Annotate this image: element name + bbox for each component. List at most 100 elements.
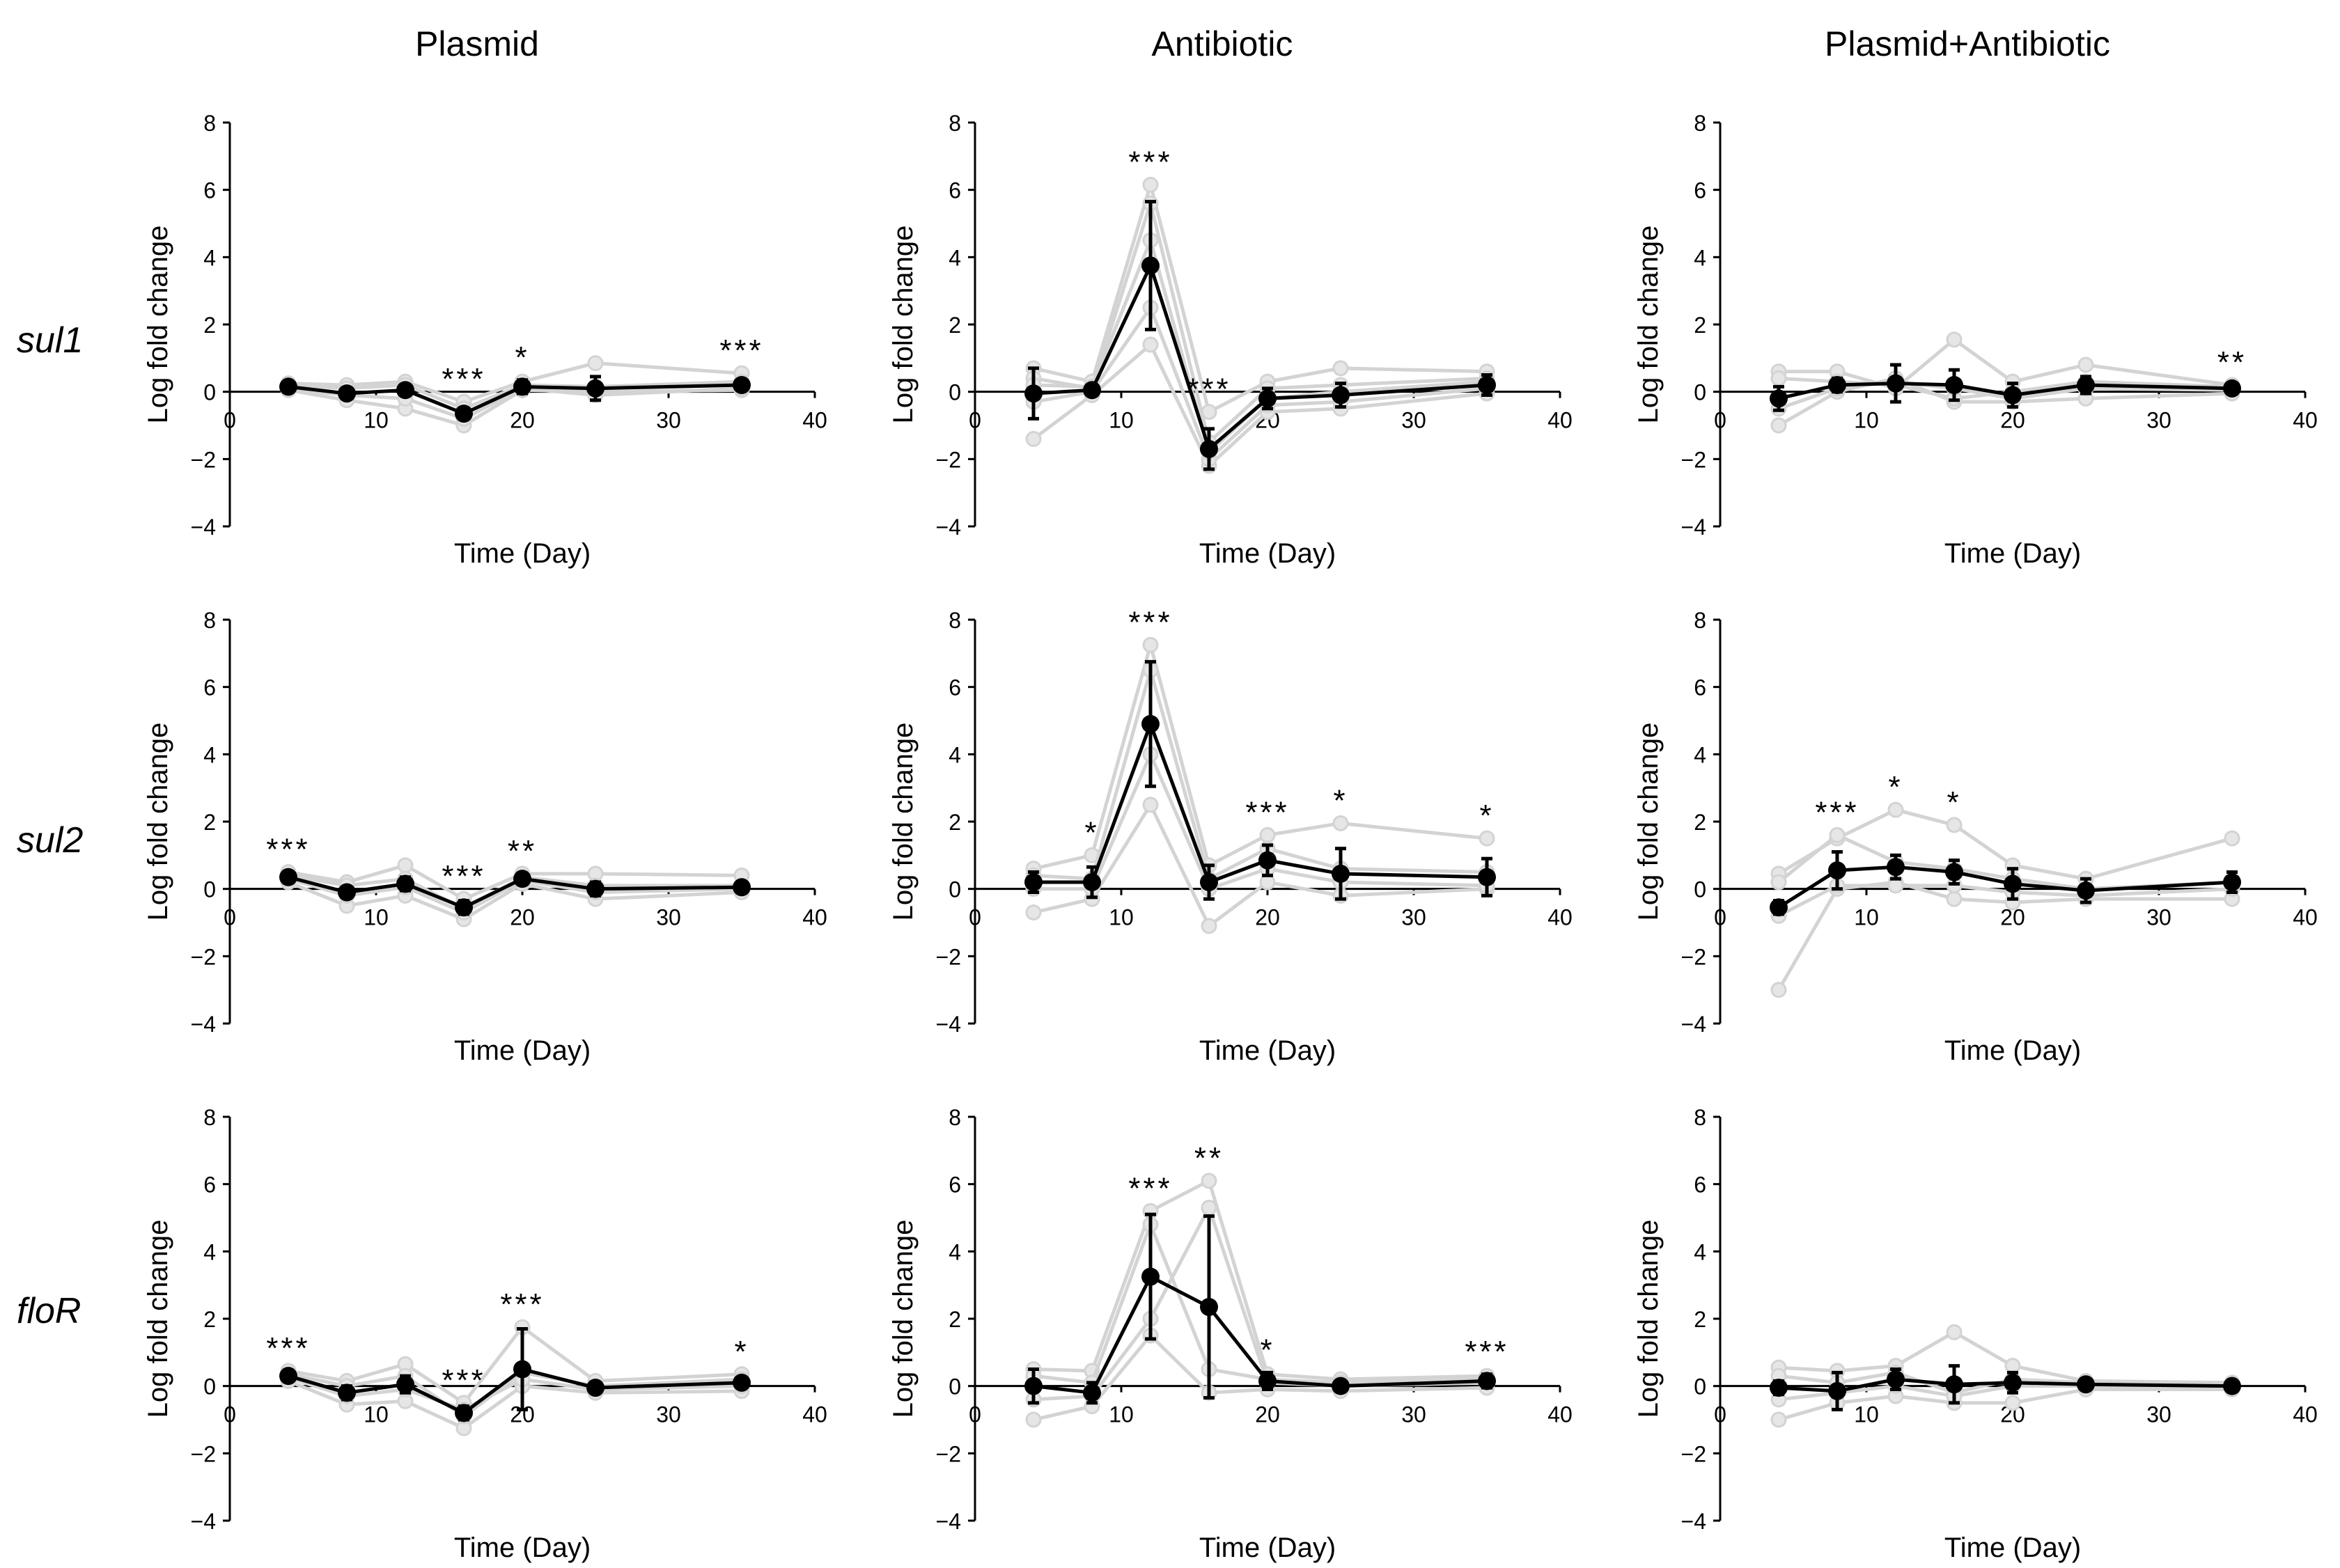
y-tick-label: 8 xyxy=(949,111,961,136)
y-tick-label: 8 xyxy=(949,608,961,633)
mean-point xyxy=(2004,875,2022,893)
x-tick-label: 0 xyxy=(1714,408,1726,433)
y-tick-label: 4 xyxy=(949,1239,961,1264)
y-tick-label: −2 xyxy=(936,447,961,472)
y-tick-label: −4 xyxy=(936,1509,961,1534)
y-tick-label: 6 xyxy=(1694,675,1706,700)
mean-point xyxy=(2004,1373,2022,1392)
replicate-point xyxy=(1025,904,1042,920)
column-title-antibiotic: Antibiotic xyxy=(1152,24,1293,63)
mean-point xyxy=(1887,1370,1905,1388)
significance-label: * xyxy=(1888,770,1903,804)
replicate-point xyxy=(1025,430,1042,447)
row-label-sul1: sul1 xyxy=(17,320,83,361)
x-tick-label: 0 xyxy=(969,408,981,433)
mean-point xyxy=(1200,873,1218,891)
replicate-point xyxy=(397,857,414,874)
column-title-plasmid: Plasmid xyxy=(415,24,539,63)
mean-point xyxy=(1478,376,1496,394)
replicate-point xyxy=(2004,1358,2021,1374)
replicate-point xyxy=(1946,1324,1963,1340)
x-axis-label: Time (Day) xyxy=(454,1035,591,1066)
column-title-plasmid-antibiotic: Plasmid+Antibiotic xyxy=(1825,24,2110,63)
mean-point xyxy=(1945,376,1963,394)
significance-label: *** xyxy=(500,1287,544,1322)
y-tick-label: 6 xyxy=(203,675,216,700)
x-tick-label: 10 xyxy=(1109,1402,1134,1427)
significance-label: *** xyxy=(442,362,485,396)
mean-point xyxy=(1332,864,1350,883)
mean-point xyxy=(2223,1377,2241,1395)
y-axis-label: Log fold change xyxy=(1633,226,1664,424)
mean-point xyxy=(1200,1298,1218,1317)
y-tick-label: −4 xyxy=(1681,1509,1706,1534)
y-tick-label: 8 xyxy=(1694,1105,1706,1130)
y-tick-label: −4 xyxy=(1681,515,1706,540)
y-tick-label: 0 xyxy=(203,877,216,902)
y-axis-label: Log fold change xyxy=(1633,1220,1664,1418)
mean-point xyxy=(338,883,356,902)
mean-point xyxy=(1083,873,1101,891)
mean-point xyxy=(338,1383,356,1402)
x-tick-label: 40 xyxy=(2293,408,2318,433)
significance-label: *** xyxy=(1128,145,1172,179)
y-tick-label: 6 xyxy=(949,675,961,700)
y-axis-label: Log fold change xyxy=(1633,723,1664,921)
mean-point xyxy=(1828,376,1846,394)
y-tick-label: −4 xyxy=(936,515,961,540)
significance-label: *** xyxy=(1128,1171,1172,1205)
y-tick-label: 4 xyxy=(203,245,216,270)
y-tick-label: 2 xyxy=(949,810,961,835)
mean-point xyxy=(1258,851,1277,870)
x-tick-label: 10 xyxy=(364,408,389,433)
x-tick-label: 0 xyxy=(1714,1402,1726,1427)
replicate-point xyxy=(1025,1411,1042,1428)
significance-label: * xyxy=(1084,815,1099,849)
significance-label: * xyxy=(1479,799,1494,833)
y-tick-label: 8 xyxy=(1694,111,1706,136)
y-tick-label: −2 xyxy=(936,944,961,969)
mean-point xyxy=(1083,1383,1101,1402)
x-tick-label: 10 xyxy=(1854,1402,1879,1427)
mean-point xyxy=(733,878,751,897)
y-tick-label: 4 xyxy=(1694,245,1706,270)
replicate-point xyxy=(1887,877,1904,894)
x-tick-label: 40 xyxy=(802,1402,827,1427)
mean-point xyxy=(279,377,297,396)
mean-point xyxy=(2077,376,2095,394)
chart-panel-sul2-plasmid: −4 −2 0 2 4 6 8 0 10 20 30 40 Time (Day) Log fold cha… xyxy=(143,608,827,1066)
y-tick-label: 2 xyxy=(949,313,961,338)
significance-label: *** xyxy=(442,859,485,893)
mean-point xyxy=(2004,386,2022,405)
x-tick-label: 20 xyxy=(1255,1402,1280,1427)
replicate-point xyxy=(1201,918,1217,934)
y-tick-label: 6 xyxy=(203,178,216,203)
mean-point xyxy=(396,381,414,400)
y-tick-label: −4 xyxy=(191,515,216,540)
y-tick-label: 8 xyxy=(203,111,216,136)
row-label-flor: floR xyxy=(17,1291,81,1331)
y-axis-label: Log fold change xyxy=(143,723,173,921)
x-tick-label: 0 xyxy=(1714,905,1726,930)
y-tick-label: 0 xyxy=(949,1374,961,1400)
replicate-point xyxy=(1142,797,1159,813)
mean-point xyxy=(1945,863,1963,881)
mean-point xyxy=(1770,1379,1788,1397)
y-tick-label: 2 xyxy=(1694,1307,1706,1332)
x-tick-label: 10 xyxy=(1854,408,1879,433)
mean-point xyxy=(2077,881,2095,900)
y-tick-label: 8 xyxy=(949,1105,961,1130)
x-tick-label: 10 xyxy=(364,905,389,930)
replicate-point xyxy=(1142,176,1159,193)
x-tick-label: 30 xyxy=(2146,408,2171,433)
y-tick-label: 2 xyxy=(1694,810,1706,835)
replicate-point xyxy=(1946,891,1963,907)
mean-point xyxy=(1770,389,1788,408)
y-tick-label: −2 xyxy=(1681,1441,1706,1466)
x-tick-label: 30 xyxy=(656,1402,681,1427)
y-tick-label: −2 xyxy=(191,447,216,472)
y-tick-label: 0 xyxy=(203,1374,216,1400)
